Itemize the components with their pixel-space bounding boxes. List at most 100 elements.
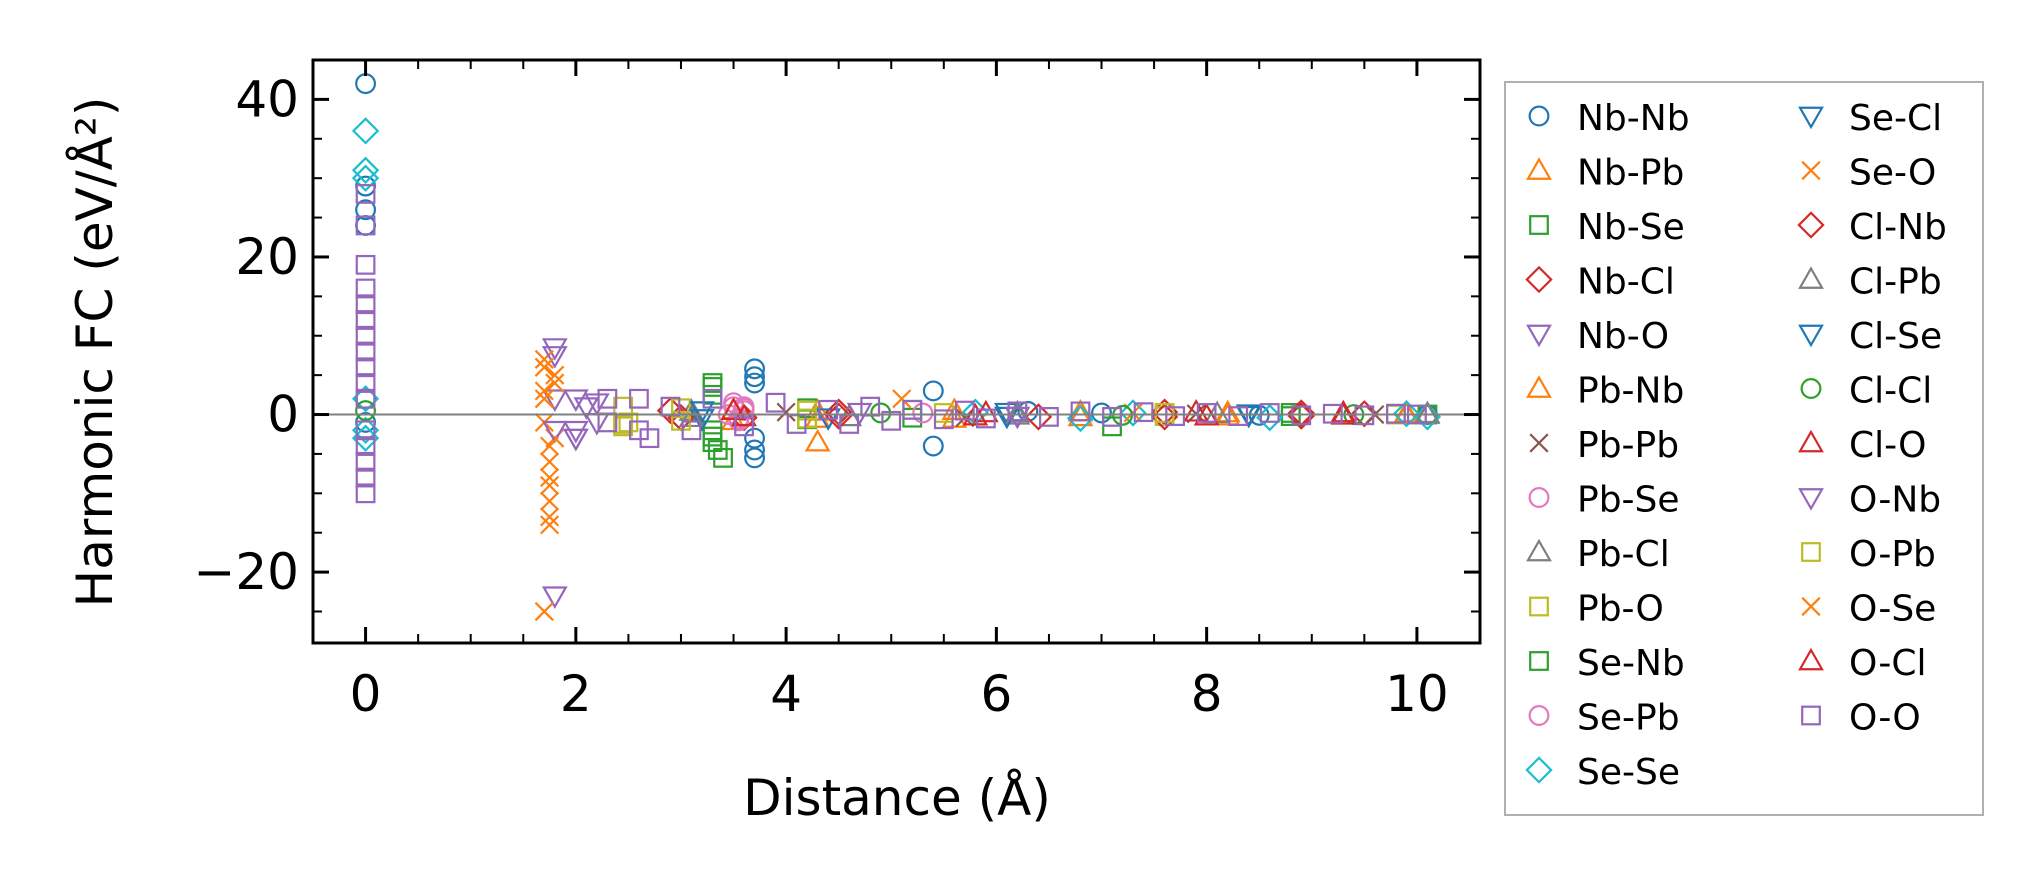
point-nb-pb [941, 397, 968, 420]
point-se-nb [702, 377, 723, 397]
legend-marker [1526, 324, 1552, 348]
legend-entry-o-pb: O-Pb [1801, 534, 1936, 575]
legend-marker [1529, 596, 1549, 617]
legend-label: Se-Nb [1577, 643, 1685, 684]
point-nb-nb [744, 366, 766, 388]
point-o-o [881, 410, 902, 431]
legend-label: Cl-Pb [1849, 262, 1942, 303]
legend-entry-o-cl: O-Cl [1798, 643, 1926, 684]
point-o-se [539, 436, 560, 456]
plot-area-frame [311, 58, 1482, 645]
point-o-o [681, 420, 702, 441]
legend-marker [1528, 487, 1550, 508]
legend-label: Pb-O [1577, 589, 1664, 630]
legend-label: Nb-Pb [1577, 153, 1684, 194]
legend-marker [1526, 375, 1552, 398]
x-axis-label: Distance (Å) [743, 769, 1051, 827]
point-o-o [355, 451, 376, 472]
point-pb-nb [1393, 399, 1420, 423]
point-se-se [351, 164, 380, 192]
point-o-nb [541, 420, 568, 444]
point-o-o [933, 409, 954, 430]
point-o-o [765, 392, 786, 413]
legend-entry-cl-cl: Cl-Cl [1800, 371, 1932, 412]
point-cl-cl [355, 400, 377, 422]
x-tick-label: 0 [350, 665, 382, 723]
legend-label: O-Se [1849, 589, 1936, 630]
legend: Nb-Nb Nb-Pb Nb-Se Nb-Cl Nb-O Pb-Nb Pb-Pb Pb-Se P… [1525, 98, 1947, 793]
legend-marker [1798, 266, 1824, 289]
point-o-se [539, 515, 560, 535]
legend-label: O-O [1849, 698, 1921, 739]
point-o-o [355, 254, 376, 275]
point-nb-nb [744, 447, 766, 469]
legend-marker [1529, 651, 1549, 671]
legend-entry-o-o: O-O [1801, 698, 1921, 739]
point-o-o [1102, 406, 1122, 427]
point-o-o [355, 278, 376, 299]
axis-ticks [313, 59, 1480, 643]
point-o-o [902, 399, 923, 420]
legend-entry-nb-o: Nb-O [1526, 316, 1669, 357]
point-o-o [1039, 406, 1059, 427]
legend-marker [1801, 160, 1821, 181]
point-se-se [351, 117, 380, 145]
legend-marker [1798, 324, 1824, 348]
legend-label: Cl-O [1849, 425, 1926, 466]
x-tick-label: 2 [560, 665, 592, 723]
point-nb-nb [1091, 402, 1112, 424]
point-nb-se [702, 420, 723, 441]
legend-label: Pb-Pb [1577, 425, 1679, 466]
point-se-o [539, 475, 560, 496]
point-nb-nb [922, 435, 944, 457]
legend-marker [1801, 596, 1821, 617]
tick-labels: 0 2 4 6 8 10 40 20 0 −20 [193, 70, 1448, 723]
point-o-o [355, 215, 376, 236]
scatter-markers [351, 73, 1442, 622]
point-nb-nb [744, 439, 766, 461]
legend-label: Pb-Nb [1577, 371, 1684, 412]
point-nb-nb [355, 73, 377, 95]
point-o-o [639, 428, 660, 449]
legend-entry-nb-cl: Nb-Cl [1525, 262, 1675, 303]
point-o-o [355, 483, 376, 504]
point-o-o [1259, 403, 1280, 423]
legend-label: Cl-Se [1849, 316, 1942, 357]
point-o-o [629, 388, 649, 409]
point-nb-pb [804, 428, 831, 452]
legend-marker [1528, 105, 1550, 127]
legend-label: Pb-Cl [1577, 534, 1670, 575]
point-cl-nb [825, 402, 853, 430]
point-nb-nb [922, 380, 944, 402]
legend-entry-cl-nb: Cl-Nb [1797, 207, 1947, 248]
point-o-o [734, 416, 754, 437]
point-o-pb [1154, 403, 1175, 423]
point-nb-o [541, 586, 568, 609]
point-cl-o [720, 397, 747, 420]
legend-label: O-Pb [1849, 534, 1936, 575]
legend-label: Se-Cl [1849, 98, 1942, 139]
point-se-cl [689, 401, 715, 424]
point-o-o [1165, 406, 1186, 427]
point-o-o [355, 341, 376, 362]
point-cl-pb [678, 404, 705, 428]
point-se-o [545, 365, 565, 385]
y-axis-label: Harmonic FC (eV/Å²) [66, 97, 124, 608]
legend-label: Se-O [1849, 153, 1936, 194]
point-se-se [1119, 399, 1147, 427]
point-cl-o [1183, 398, 1210, 422]
legend-label: Se-Pb [1577, 698, 1680, 739]
x-tick-label: 4 [770, 665, 802, 723]
legend-entry-o-se: O-Se [1801, 589, 1936, 630]
x-tick-label: 6 [980, 665, 1012, 723]
point-se-o [892, 389, 912, 409]
legend-entry-pb-se: Pb-Se [1528, 480, 1680, 521]
legend-marker [1798, 647, 1824, 671]
point-o-pb [797, 408, 818, 429]
legend-label: Nb-Cl [1577, 262, 1675, 303]
legend-marker [1797, 211, 1825, 239]
point-se-nb [707, 440, 728, 460]
point-nb-nb [355, 199, 377, 221]
legend-marker [1525, 756, 1553, 784]
